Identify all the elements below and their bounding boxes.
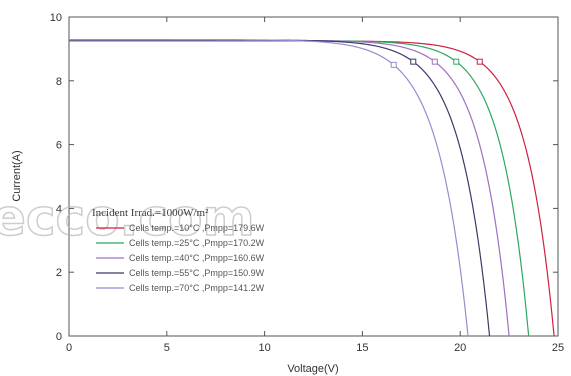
plot-frame bbox=[68, 16, 559, 337]
y-axis-label: Current(A) bbox=[11, 150, 23, 201]
y-tick-label: 6 bbox=[56, 140, 62, 152]
x-tick-label: 0 bbox=[66, 342, 72, 354]
legend-label-1: Cells temp.=10°C ,Pmpp=179.6W bbox=[129, 223, 265, 233]
legend: Cells temp.=10°C ,Pmpp=179.6W Cells temp.… bbox=[96, 223, 265, 293]
x-tick-label: 10 bbox=[258, 342, 270, 354]
y-tick-label: 8 bbox=[56, 76, 62, 88]
mpp-marker-4 bbox=[410, 58, 417, 65]
x-tick-label: 5 bbox=[164, 342, 170, 354]
x-tick-label: 15 bbox=[356, 342, 368, 354]
irradiance-annotation: Incident Irrad.=1000W/m² bbox=[92, 207, 209, 219]
x-tick-labels: 0 5 10 15 20 25 bbox=[66, 342, 564, 354]
x-axis-label: Voltage(V) bbox=[287, 363, 338, 375]
y-tick-label: 10 bbox=[50, 12, 62, 24]
legend-label-5: Cells temp.=70°C ,Pmpp=141.2W bbox=[129, 283, 265, 293]
x-tick-label: 20 bbox=[454, 342, 466, 354]
mpp-marker-3 bbox=[431, 58, 438, 65]
watermark-text: ecco.com bbox=[0, 189, 255, 247]
y-tick-label: 4 bbox=[56, 203, 62, 215]
y-tick-labels: 0 2 4 6 8 10 bbox=[50, 12, 62, 343]
legend-label-3: Cells temp.=40°C ,Pmpp=160.6W bbox=[129, 253, 265, 263]
y-tick-label: 2 bbox=[56, 267, 62, 279]
x-tick-label: 25 bbox=[552, 342, 564, 354]
axis-ticks bbox=[68, 16, 559, 337]
legend-label-2: Cells temp.=25°C ,Pmpp=170.2W bbox=[129, 238, 265, 248]
mpp-marker-2 bbox=[453, 58, 460, 65]
mpp-marker-1 bbox=[476, 58, 483, 65]
y-tick-label: 0 bbox=[56, 331, 62, 343]
series-line-5 bbox=[69, 39, 469, 337]
mpp-markers bbox=[390, 58, 483, 68]
legend-label-4: Cells temp.=55°C ,Pmpp=150.9W bbox=[129, 268, 265, 278]
mpp-marker-5 bbox=[390, 61, 397, 68]
